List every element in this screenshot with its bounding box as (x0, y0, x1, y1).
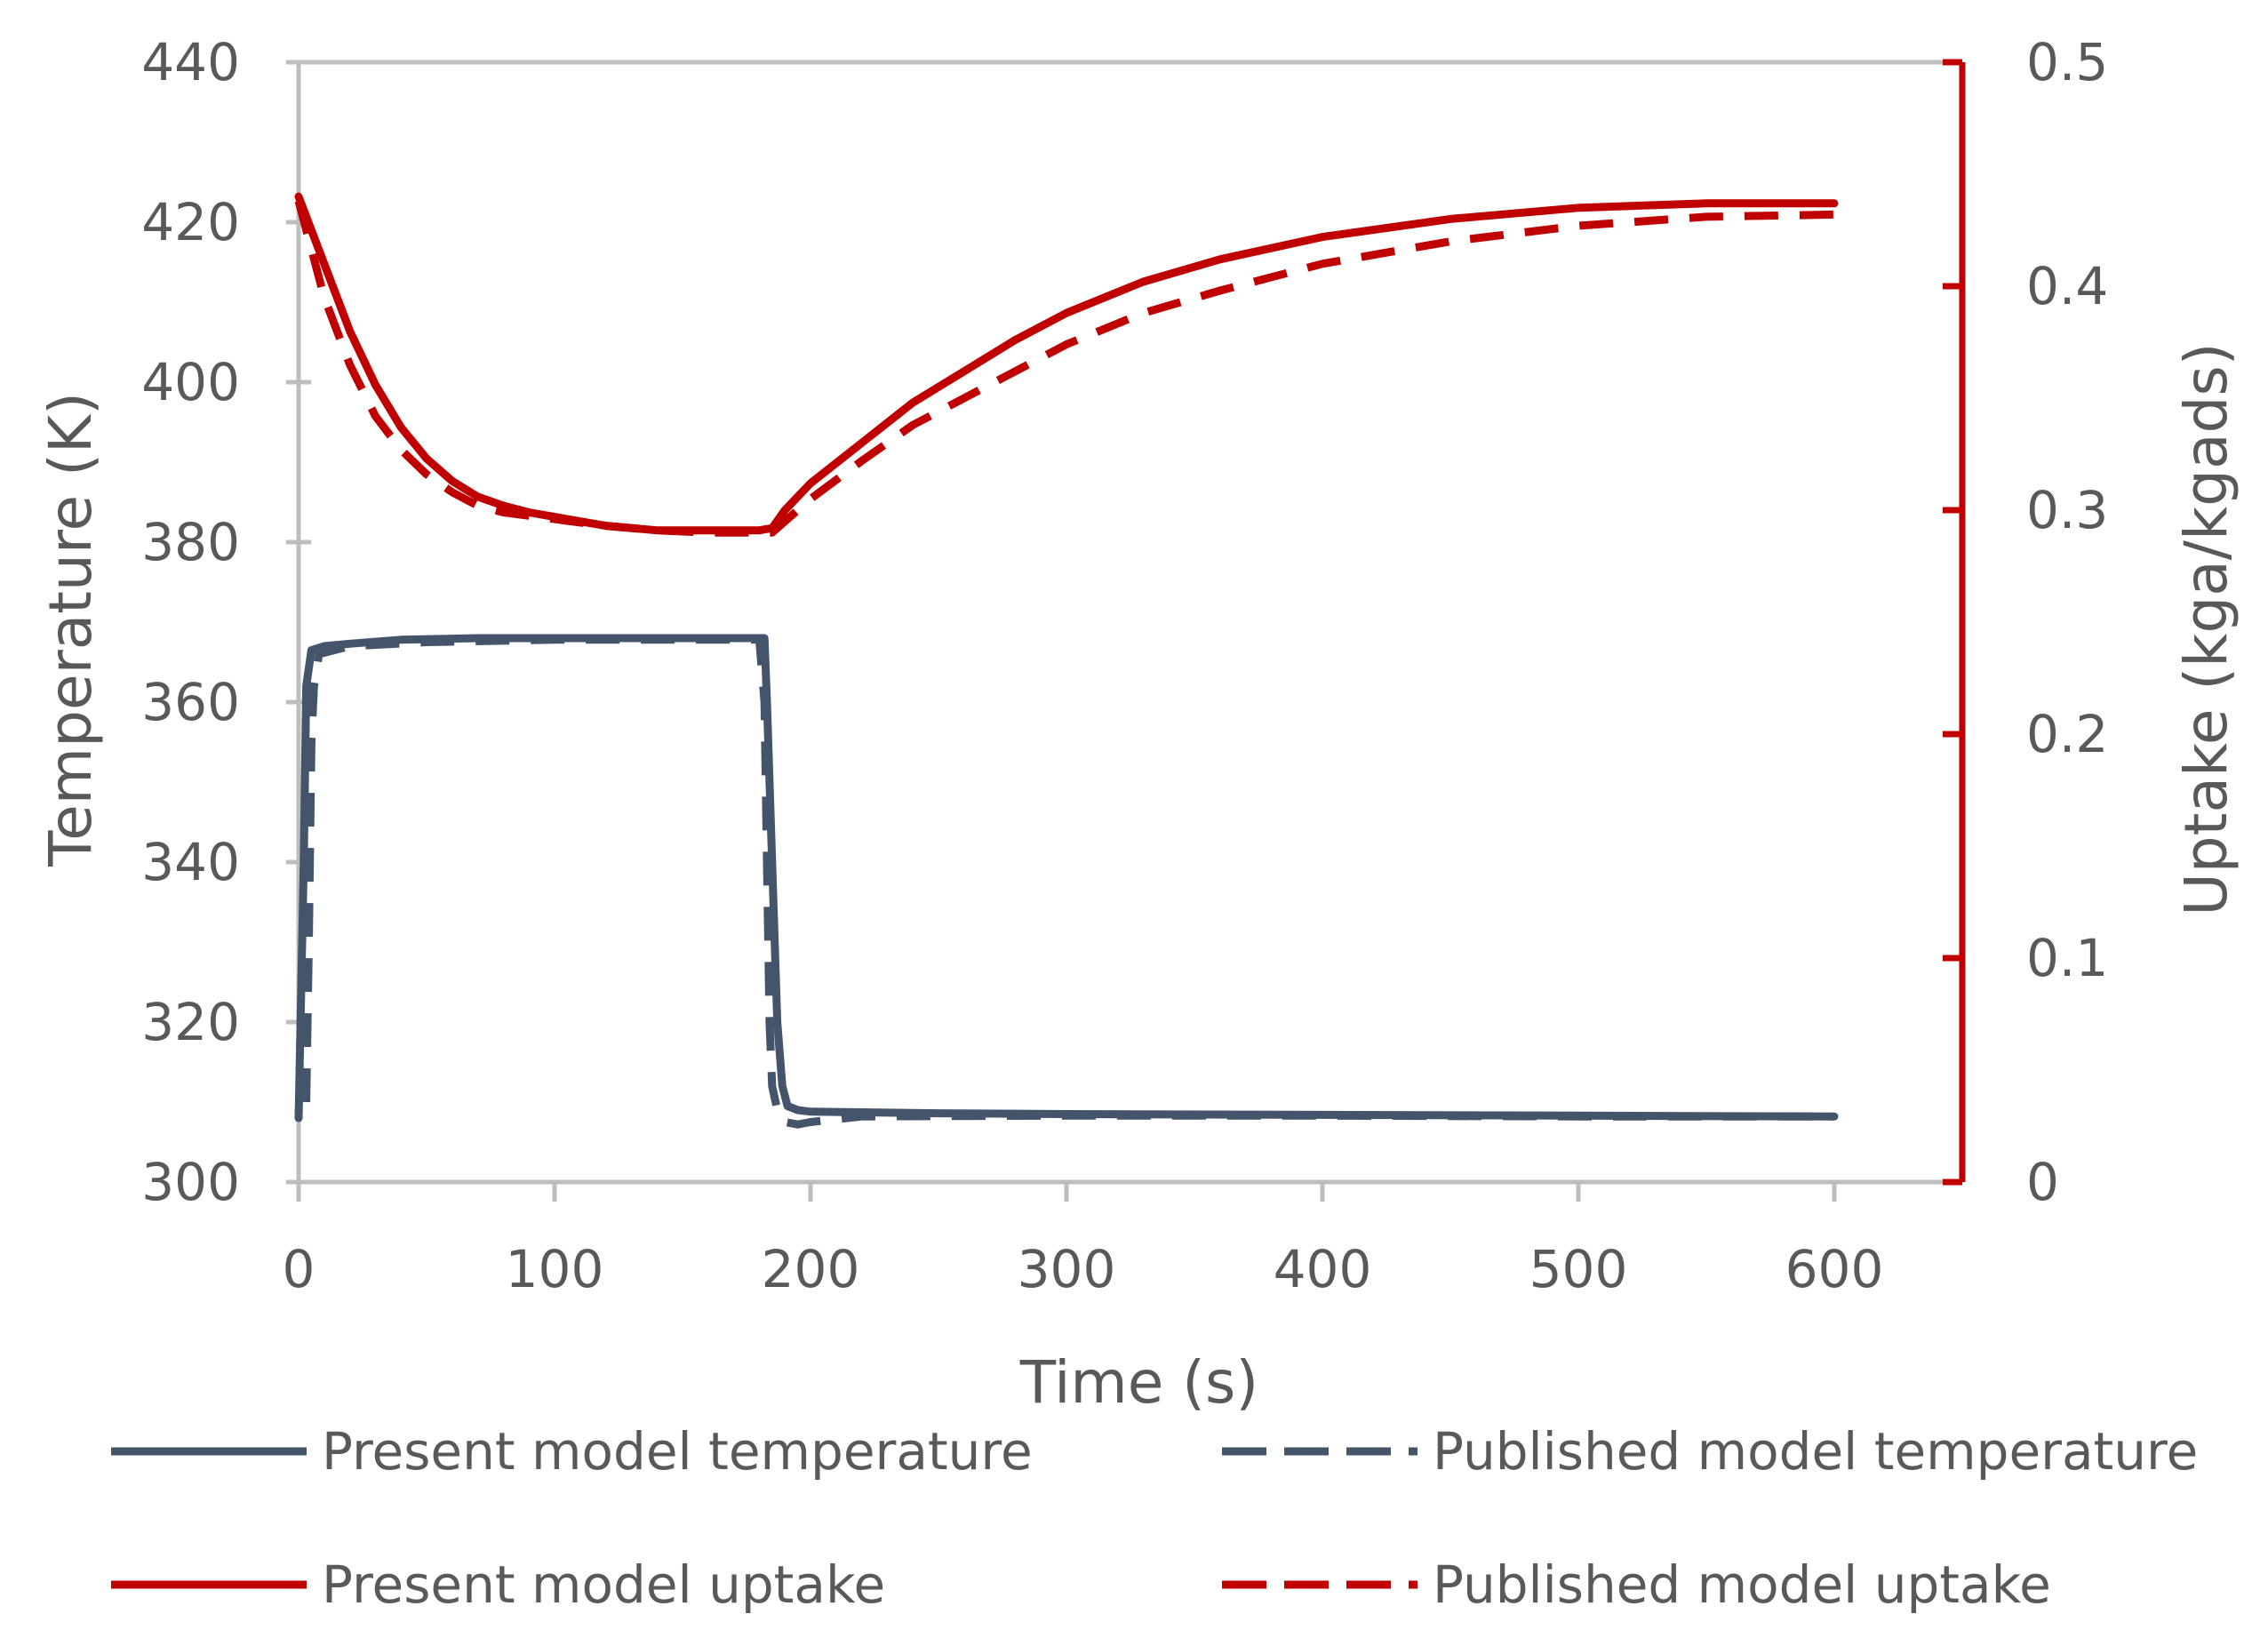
x-tick-label: 400 (1274, 1239, 1372, 1299)
y2-tick-label: 0.5 (2026, 32, 2108, 92)
x-tick-label: 500 (1529, 1239, 1628, 1299)
y-tick-label: 320 (141, 992, 240, 1052)
x-tick-label: 200 (762, 1239, 860, 1299)
series-line-published-model-uptake (294, 200, 1835, 537)
y2-tick-label: 0 (2026, 1152, 2059, 1212)
series-line-published-model-temperature (302, 635, 1834, 1129)
legend-label-published-temperature: Published model temperature (1433, 1421, 2198, 1482)
y-tick-label: 300 (141, 1152, 240, 1212)
x-axis-title: Time (s) (1019, 1348, 1258, 1417)
y-tick-label: 380 (141, 512, 240, 572)
legend: Present model temperature Published mode… (111, 1421, 2198, 1615)
y2-axis-title: Uptake (kga/kgads) (2172, 342, 2240, 915)
series-line-present-model-uptake (294, 192, 1839, 535)
y-tick-label: 360 (141, 672, 240, 732)
y2-tick-label: 0.1 (2026, 928, 2108, 988)
y2-tick-label: 0.2 (2026, 704, 2108, 764)
series-line-present-model-temperature (294, 634, 1839, 1123)
series-group (294, 192, 1839, 1129)
legend-label-present-temperature: Present model temperature (322, 1421, 1033, 1482)
legend-label-present-uptake: Present model uptake (322, 1554, 885, 1615)
y-tick-label: 340 (141, 832, 240, 892)
x-tick-label: 100 (506, 1239, 604, 1299)
x-tick-label: 300 (1018, 1239, 1116, 1299)
x-tick-label: 0 (283, 1239, 315, 1299)
y-tick-label: 420 (141, 192, 240, 252)
y-axis-title: Temperature (K) (36, 392, 105, 867)
axes (286, 59, 1966, 1202)
legend-label-published-uptake: Published model uptake (1433, 1554, 2051, 1615)
y2-tick-label: 0.4 (2026, 256, 2108, 316)
x-tick-label: 600 (1785, 1239, 1884, 1299)
y2-tick-label: 0.3 (2026, 480, 2108, 540)
tick-labels: 300 320 340 360 380 400 420 440 0 0.1 0.2 0.3 0.4 0.5… (141, 32, 2108, 1299)
y-tick-label: 400 (141, 352, 240, 412)
y-tick-label: 440 (141, 32, 240, 92)
